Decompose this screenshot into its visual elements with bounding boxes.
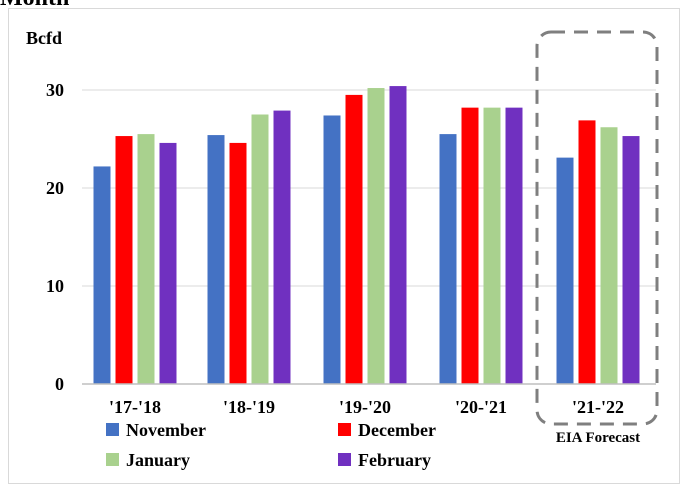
legend-swatch-november bbox=[106, 423, 119, 436]
legend-label-december: December bbox=[358, 420, 436, 440]
bar-february-2 bbox=[389, 86, 407, 384]
bar-november-2 bbox=[323, 115, 341, 384]
bar-january-4 bbox=[600, 127, 618, 385]
bar-january-3 bbox=[483, 107, 501, 384]
bars bbox=[93, 86, 640, 385]
forecast-label: EIA Forecast bbox=[556, 430, 640, 446]
chart-frame bbox=[8, 8, 680, 484]
legend-label-january: January bbox=[126, 450, 190, 470]
bar-december-4 bbox=[578, 120, 596, 384]
bar-december-2 bbox=[345, 94, 363, 385]
legend: November December January February bbox=[106, 420, 436, 470]
x-tick-label-1: '18-'19 bbox=[223, 397, 275, 417]
legend-swatch-january bbox=[106, 453, 119, 466]
legend-swatch-december bbox=[338, 423, 351, 436]
y-tick-label-30: 30 bbox=[46, 80, 64, 100]
legend-label-november: November bbox=[126, 420, 206, 440]
y-axis-label: Bcfd bbox=[26, 28, 62, 48]
bar-november-1 bbox=[207, 135, 225, 384]
bar-february-0 bbox=[159, 142, 177, 384]
y-tick-label-10: 10 bbox=[46, 276, 64, 296]
x-tick-label-0: '17-'18 bbox=[109, 397, 161, 417]
bar-november-4 bbox=[556, 157, 574, 384]
bar-december-1 bbox=[229, 142, 247, 384]
x-tick-label-2: '19-'20 bbox=[339, 397, 391, 417]
bar-february-3 bbox=[505, 107, 523, 384]
bar-february-4 bbox=[622, 136, 640, 384]
x-tick-label-4: '21-'22 bbox=[572, 397, 624, 417]
legend-swatch-february bbox=[338, 453, 351, 466]
bar-december-3 bbox=[461, 107, 479, 384]
bar-february-1 bbox=[273, 110, 291, 384]
bar-december-0 bbox=[115, 136, 133, 384]
y-tick-label-0: 0 bbox=[55, 374, 64, 394]
bar-november-0 bbox=[93, 166, 111, 384]
x-tick-label-3: '20-'21 bbox=[455, 397, 507, 417]
bar-january-1 bbox=[251, 114, 269, 384]
axes: 0 10 20 30 '17-'18 '18-'19 '19-'20 '20-'21 '21-'… bbox=[46, 80, 656, 417]
bar-january-0 bbox=[137, 134, 155, 384]
page-title: Month bbox=[0, 0, 69, 10]
bar-november-3 bbox=[439, 134, 457, 384]
forecast-box bbox=[535, 30, 659, 426]
bar-january-2 bbox=[367, 88, 385, 384]
legend-label-february: February bbox=[358, 450, 431, 470]
y-tick-label-20: 20 bbox=[46, 178, 64, 198]
